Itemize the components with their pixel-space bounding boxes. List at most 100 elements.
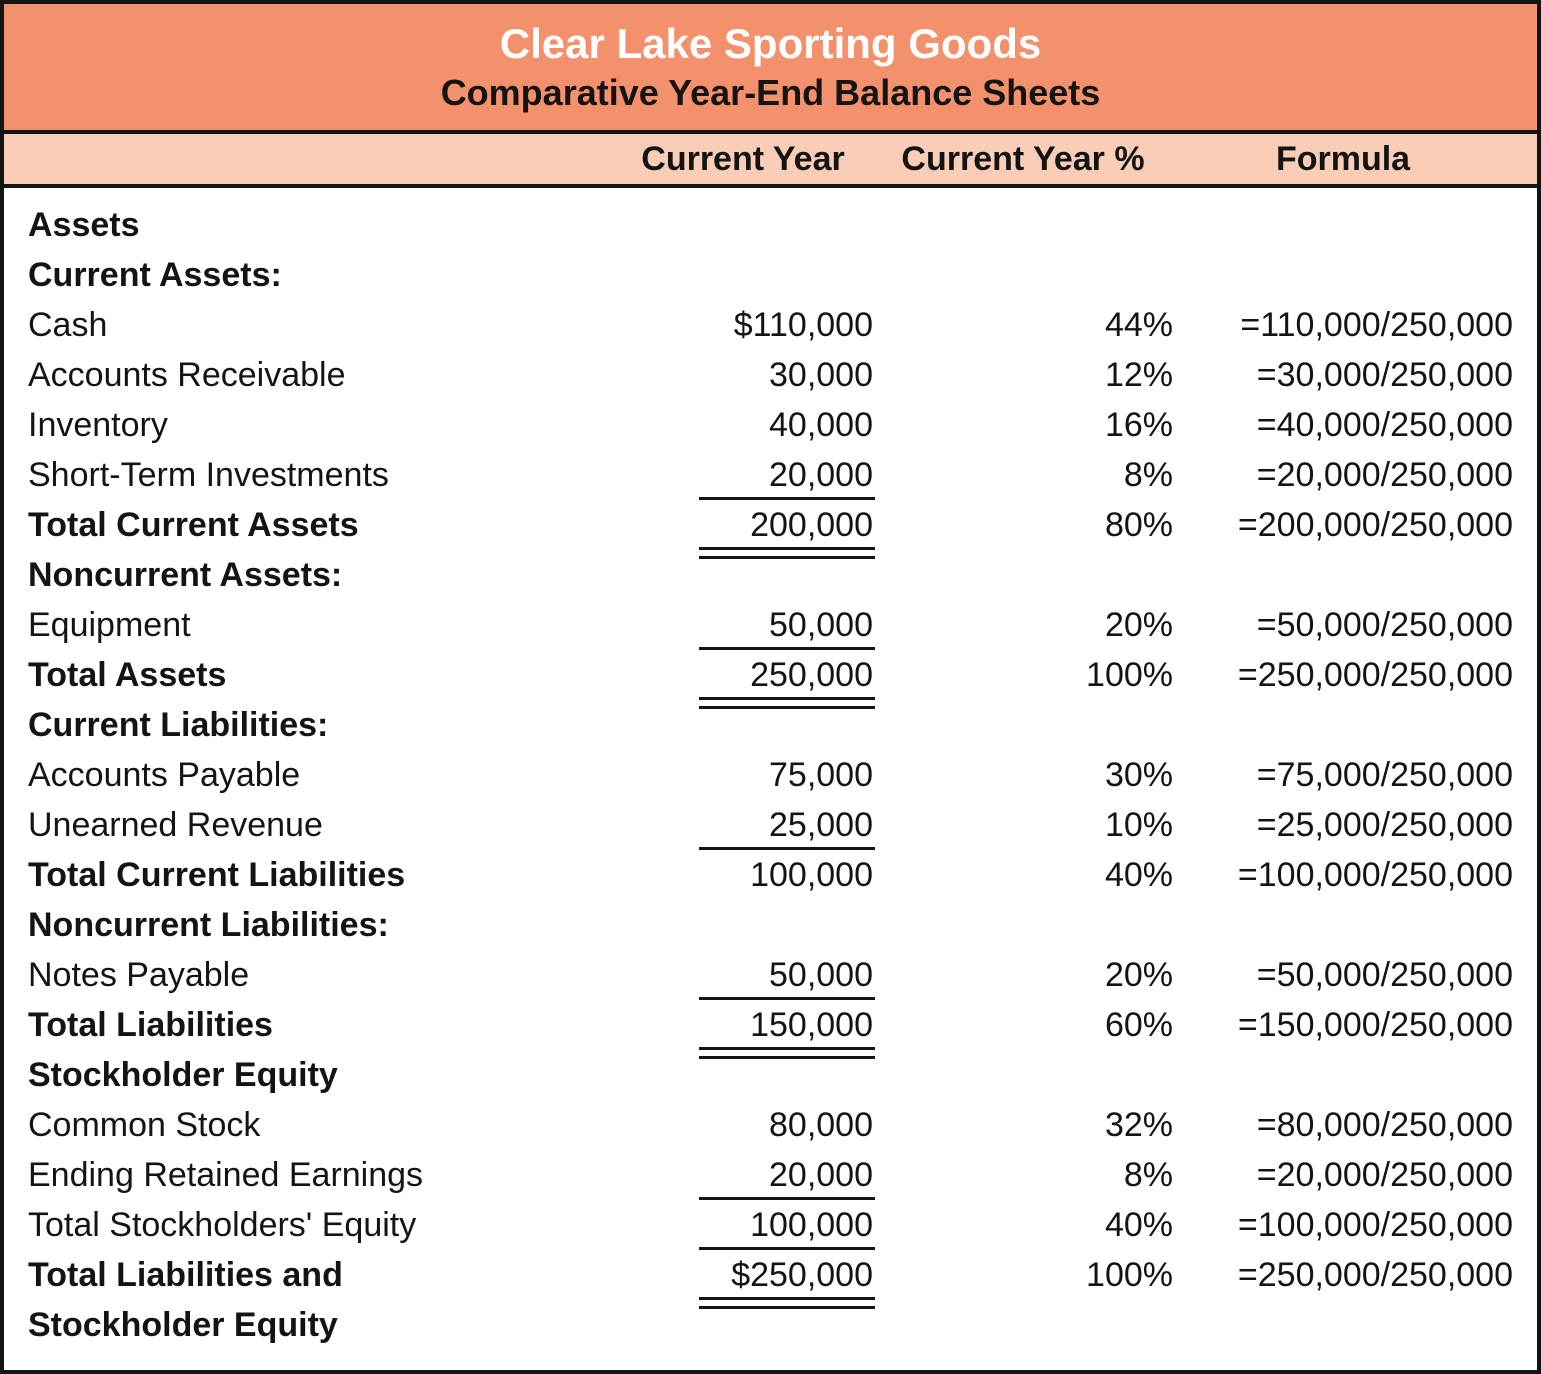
row-label: Equipment bbox=[28, 606, 191, 644]
row-formula: =150,000/250,000 bbox=[1237, 1006, 1513, 1044]
row-formula: =50,000/250,000 bbox=[1256, 606, 1513, 644]
row-amount: 50,000 bbox=[613, 600, 875, 650]
row-label: Inventory bbox=[28, 406, 168, 444]
row-label: Stockholder Equity bbox=[28, 1056, 338, 1094]
column-header-formula: Formula bbox=[1275, 139, 1411, 178]
row-label: Total Current Assets bbox=[28, 506, 359, 544]
row-amount: 100,000 bbox=[613, 1200, 875, 1250]
row-percent: 100% bbox=[1086, 1256, 1173, 1294]
row-percent: 100% bbox=[1086, 656, 1173, 694]
table-row-equipment: Equipment 50,000 20% =50,000/250,000 bbox=[4, 600, 1537, 650]
row-label: Total Liabilities bbox=[28, 1006, 273, 1044]
row-label: Assets bbox=[28, 206, 140, 244]
row-label: Total Current Liabilities bbox=[28, 856, 406, 894]
row-formula: =250,000/250,000 bbox=[1237, 656, 1513, 694]
row-amount: 80,000 bbox=[769, 1106, 873, 1144]
row-formula: =50,000/250,000 bbox=[1256, 956, 1513, 994]
row-label: Notes Payable bbox=[28, 956, 250, 994]
table-row-total-current-assets: Total Current Assets 200,000 80% =200,00… bbox=[4, 500, 1537, 559]
row-percent: 40% bbox=[1104, 1206, 1173, 1244]
row-label: Current Liabilities: bbox=[28, 706, 329, 744]
row-label: Noncurrent Assets: bbox=[28, 556, 343, 594]
table-row-total-liabilities-and-stockholder-equity: Total Liabilities and Stockholder Equity… bbox=[4, 1250, 1537, 1350]
row-percent: 60% bbox=[1104, 1006, 1173, 1044]
row-amount: $110,000 bbox=[733, 306, 873, 344]
table-row-section-noncurrent-liabilities: Noncurrent Liabilities: bbox=[4, 900, 1537, 950]
row-label: Accounts Receivable bbox=[28, 356, 346, 394]
table-title-banner: Clear Lake Sporting Goods Comparative Ye… bbox=[4, 4, 1537, 130]
row-percent: 8% bbox=[1123, 1156, 1173, 1194]
row-label: Short-Term Investments bbox=[28, 456, 389, 494]
row-formula: =20,000/250,000 bbox=[1256, 1156, 1513, 1194]
row-formula: =100,000/250,000 bbox=[1237, 1206, 1513, 1244]
row-formula: =25,000/250,000 bbox=[1256, 806, 1513, 844]
table-row-inventory: Inventory 40,000 16% =40,000/250,000 bbox=[4, 400, 1537, 450]
row-amount: 75,000 bbox=[769, 756, 873, 794]
row-amount: 150,000 bbox=[613, 1000, 875, 1059]
row-formula: =110,000/250,000 bbox=[1240, 306, 1513, 344]
row-formula: =30,000/250,000 bbox=[1256, 356, 1513, 394]
table-row-short-term-investments: Short-Term Investments 20,000 8% =20,000… bbox=[4, 450, 1537, 500]
table-row-section-assets: Assets bbox=[4, 200, 1537, 250]
column-header-row: Current Year Current Year % Formula bbox=[4, 130, 1537, 188]
row-percent: 40% bbox=[1104, 856, 1173, 894]
row-label: Common Stock bbox=[28, 1106, 261, 1144]
company-name: Clear Lake Sporting Goods bbox=[499, 20, 1042, 68]
row-amount: 20,000 bbox=[613, 450, 875, 500]
row-formula: =250,000/250,000 bbox=[1237, 1256, 1513, 1294]
row-percent: 12% bbox=[1104, 356, 1173, 394]
row-formula: =80,000/250,000 bbox=[1256, 1106, 1513, 1144]
row-formula: =40,000/250,000 bbox=[1256, 406, 1513, 444]
row-percent: 30% bbox=[1104, 756, 1173, 794]
row-amount: 250,000 bbox=[613, 650, 875, 709]
table-row-section-current-liabilities: Current Liabilities: bbox=[4, 700, 1537, 750]
row-label: Accounts Payable bbox=[28, 756, 301, 794]
row-percent: 10% bbox=[1104, 806, 1173, 844]
table-row-common-stock: Common Stock 80,000 32% =80,000/250,000 bbox=[4, 1100, 1537, 1150]
row-formula: =75,000/250,000 bbox=[1256, 756, 1513, 794]
row-label: Total Assets bbox=[28, 656, 227, 694]
table-row-cash: Cash $110,000 44% =110,000/250,000 bbox=[4, 300, 1537, 350]
table-body: Assets Current Assets: Cash $110,000 44%… bbox=[4, 188, 1537, 1370]
table-row-total-stockholders-equity: Total Stockholders' Equity 100,000 40% =… bbox=[4, 1200, 1537, 1250]
table-row-ending-retained-earnings: Ending Retained Earnings 20,000 8% =20,0… bbox=[4, 1150, 1537, 1200]
row-amount: 100,000 bbox=[750, 856, 873, 894]
row-percent: 44% bbox=[1104, 306, 1173, 344]
table-row-notes-payable: Notes Payable 50,000 20% =50,000/250,000 bbox=[4, 950, 1537, 1000]
table-row-total-current-liabilities: Total Current Liabilities 100,000 40% =1… bbox=[4, 850, 1537, 900]
row-label: Total Liabilities and Stockholder Equity bbox=[28, 1256, 343, 1344]
row-label: Current Assets: bbox=[28, 256, 282, 294]
table-row-unearned-revenue: Unearned Revenue 25,000 10% =25,000/250,… bbox=[4, 800, 1537, 850]
row-percent: 32% bbox=[1104, 1106, 1173, 1144]
row-formula: =100,000/250,000 bbox=[1237, 856, 1513, 894]
row-percent: 16% bbox=[1104, 406, 1173, 444]
table-row-total-liabilities: Total Liabilities 150,000 60% =150,000/2… bbox=[4, 1000, 1537, 1059]
row-percent: 8% bbox=[1123, 456, 1173, 494]
row-formula: =200,000/250,000 bbox=[1237, 506, 1513, 544]
column-header-current-year-pct: Current Year % bbox=[901, 139, 1145, 178]
table-row-total-assets: Total Assets 250,000 100% =250,000/250,0… bbox=[4, 650, 1537, 709]
row-amount: 50,000 bbox=[613, 950, 875, 1000]
table-row-accounts-receivable: Accounts Receivable 30,000 12% =30,000/2… bbox=[4, 350, 1537, 400]
table-row-section-current-assets: Current Assets: bbox=[4, 250, 1537, 300]
table-row-section-stockholder-equity: Stockholder Equity bbox=[4, 1050, 1537, 1100]
row-amount: 200,000 bbox=[613, 500, 875, 559]
table-row-accounts-payable: Accounts Payable 75,000 30% =75,000/250,… bbox=[4, 750, 1537, 800]
row-amount: 40,000 bbox=[769, 406, 873, 444]
row-formula: =20,000/250,000 bbox=[1256, 456, 1513, 494]
row-label: Ending Retained Earnings bbox=[28, 1156, 424, 1194]
row-label: Total Stockholders' Equity bbox=[28, 1206, 417, 1244]
row-amount: 30,000 bbox=[769, 356, 873, 394]
row-percent: 20% bbox=[1104, 606, 1173, 644]
row-label: Unearned Revenue bbox=[28, 806, 323, 844]
row-label: Noncurrent Liabilities: bbox=[28, 906, 389, 944]
row-amount: 25,000 bbox=[613, 800, 875, 850]
row-percent: 20% bbox=[1104, 956, 1173, 994]
row-label: Cash bbox=[28, 306, 108, 344]
report-title: Comparative Year-End Balance Sheets bbox=[440, 72, 1101, 114]
column-header-current-year: Current Year bbox=[641, 139, 845, 178]
row-amount: 20,000 bbox=[613, 1150, 875, 1200]
table-row-section-noncurrent-assets: Noncurrent Assets: bbox=[4, 550, 1537, 600]
row-amount: $250,000 bbox=[613, 1250, 875, 1309]
